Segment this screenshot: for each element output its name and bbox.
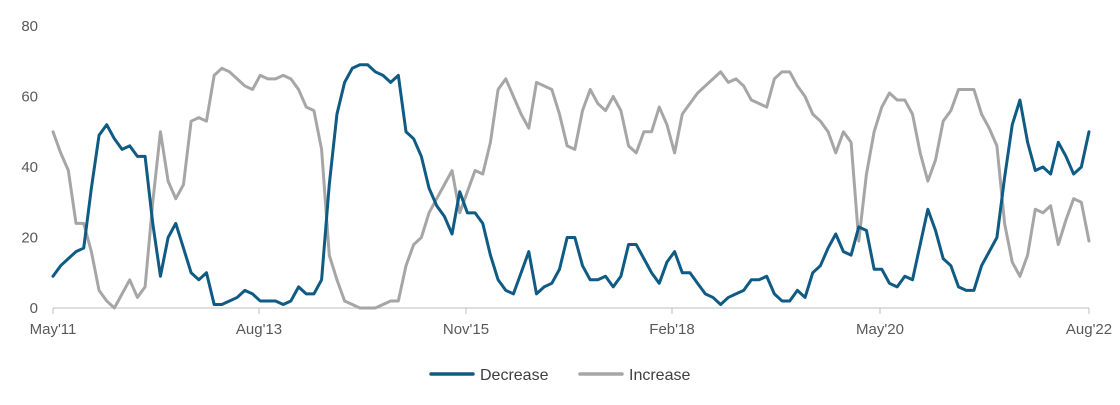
legend-label-decrease: Decrease xyxy=(480,367,549,384)
x-tick-label: Aug'13 xyxy=(236,321,282,338)
x-tick-label: May'11 xyxy=(30,321,77,338)
x-axis: May'11 Aug'13 Nov'15 Feb'18 May'20 Aug'22 xyxy=(30,307,1112,338)
y-tick-label: 80 xyxy=(21,18,38,35)
x-tick-label: Nov'15 xyxy=(443,321,489,338)
y-axis-labels: 0 20 40 60 80 xyxy=(21,18,38,317)
series-lines xyxy=(51,63,1091,310)
x-tick-label: Aug'22 xyxy=(1066,321,1112,338)
legend-label-increase: Increase xyxy=(629,367,690,384)
x-tick-label: May'20 xyxy=(856,321,904,338)
series-line-decrease xyxy=(51,63,1091,306)
y-tick-label: 40 xyxy=(21,159,38,176)
x-tick-label: Feb'18 xyxy=(649,321,694,338)
y-tick-label: 0 xyxy=(30,300,38,317)
y-tick-label: 20 xyxy=(21,230,38,247)
legend: Decrease Increase xyxy=(429,367,690,384)
y-tick-label: 60 xyxy=(21,89,38,106)
series-line-increase xyxy=(51,66,1091,310)
